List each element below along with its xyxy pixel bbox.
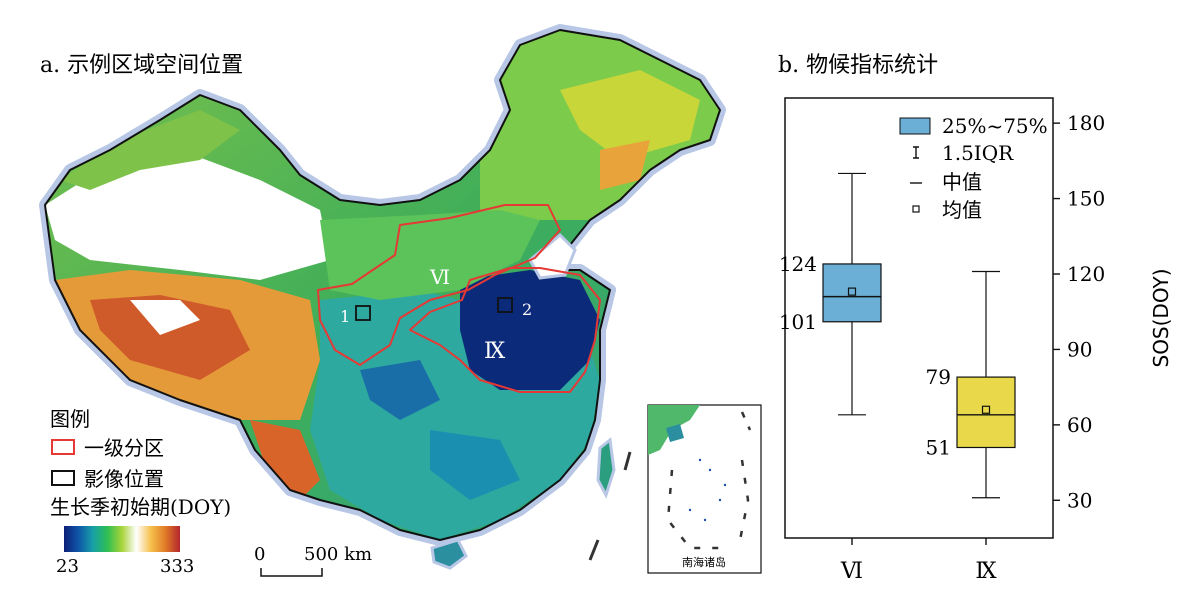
image-site-2 <box>497 297 513 313</box>
boxes: 124 101 79 51 <box>779 172 1016 499</box>
colorbar-title: 生长季初始期(DOY) <box>50 495 231 519</box>
plot-frame <box>784 97 1054 539</box>
mean-marker <box>981 405 991 414</box>
inset-label: 南海诸岛 <box>682 555 726 569</box>
y-tick-label: 90 <box>1067 337 1092 361</box>
y-tick-label: 120 <box>1067 262 1105 286</box>
panel-a-title: a. 示例区域空间位置 <box>40 53 243 78</box>
taiwan-island <box>596 437 616 499</box>
x-tick-label: Ⅵ <box>840 559 863 584</box>
zone-ix-boundary <box>409 267 601 393</box>
region-ix-label: Ⅸ <box>484 339 506 364</box>
zone-vi-boundary <box>317 204 561 366</box>
colorbar-min: 23 <box>56 556 79 577</box>
region-vi-label: Ⅵ <box>429 265 450 289</box>
legend-whisker-icon <box>913 146 919 159</box>
iqr-box <box>956 376 1016 449</box>
scale-bar: 0 500 km <box>254 544 372 577</box>
mean-marker <box>847 287 857 296</box>
colorbar <box>64 526 180 552</box>
scale-zero: 0 <box>254 544 265 565</box>
legend-image-swatch <box>51 470 75 486</box>
x-tick-label: Ⅸ <box>975 559 997 584</box>
q3-label: 79 <box>926 365 951 389</box>
legend-title: 图例 <box>50 407 90 431</box>
scale-distance: 500 km <box>304 544 372 565</box>
y-tick-label: 180 <box>1067 111 1105 135</box>
q1-label: 51 <box>926 435 951 459</box>
site-1-label: 1 <box>340 307 350 326</box>
y-tick-label: 60 <box>1067 413 1092 437</box>
legend-whisker-label: 1.5IQR <box>942 141 1014 165</box>
panel-b-title: b. 物候指标统计 <box>778 53 938 78</box>
south-china-sea-inset: 南海诸岛 <box>647 404 762 574</box>
colorbar-max: 333 <box>160 556 194 577</box>
image-site-1 <box>355 305 371 321</box>
legend-iqr-label: 25%~75% <box>942 114 1048 138</box>
legend-zone-label: 一级分区 <box>84 436 164 460</box>
map-legend: 图例 一级分区 影像位置 生长季初始期(DOY) 23 333 <box>50 407 231 577</box>
box-legend: 25%~75% 1.5IQR 中值 均值 <box>899 114 1048 222</box>
legend-zone-swatch <box>51 439 75 455</box>
y-tick-label: 30 <box>1067 488 1092 512</box>
legend-image-label: 影像位置 <box>84 467 164 491</box>
map-outline <box>44 29 721 541</box>
site-2-label: 2 <box>522 300 532 319</box>
legend-mean-label: 均值 <box>942 198 982 222</box>
y-tick-label: 150 <box>1067 187 1105 211</box>
y-axis-label: SOS(DOY) <box>1149 268 1173 367</box>
legend-mean-icon <box>912 205 920 213</box>
q3-label: 124 <box>779 252 817 276</box>
hainan-island <box>430 538 468 570</box>
q1-label: 101 <box>779 310 817 334</box>
y-axis: 30 60 90 120 150 180 <box>1053 111 1105 512</box>
legend-iqr-swatch <box>899 117 931 135</box>
iqr-box <box>822 263 882 323</box>
legend-median-label: 中值 <box>942 170 982 194</box>
